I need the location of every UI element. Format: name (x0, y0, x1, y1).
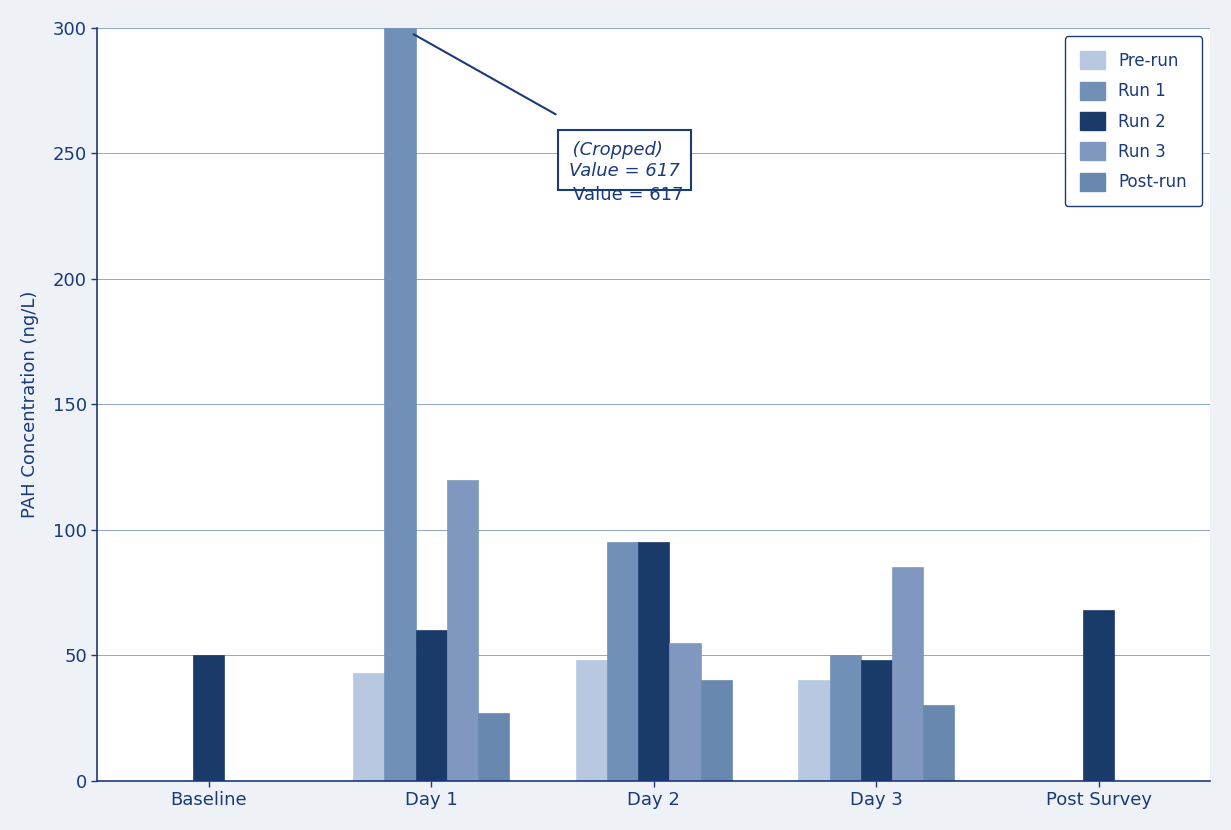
Bar (670, 642, 700, 781)
Text: (Cropped)
Value = 617: (Cropped) Value = 617 (569, 141, 680, 179)
Bar (416, 630, 447, 781)
Bar (447, 480, 478, 781)
Bar (799, 681, 830, 781)
Bar (607, 542, 638, 781)
Bar (193, 655, 224, 781)
Y-axis label: PAH Concentration (ng/L): PAH Concentration (ng/L) (21, 290, 39, 518)
Bar (353, 673, 384, 781)
Bar (1083, 610, 1114, 781)
Legend: Pre-run, Run 1, Run 2, Run 3, Post-run: Pre-run, Run 1, Run 2, Run 3, Post-run (1065, 37, 1201, 206)
Bar (923, 706, 954, 781)
Bar (892, 568, 923, 781)
Bar (384, 28, 416, 781)
Bar (860, 661, 892, 781)
Text: Value = 617: Value = 617 (572, 186, 683, 204)
Bar (478, 713, 510, 781)
Bar (830, 655, 860, 781)
Bar (700, 681, 731, 781)
Bar (638, 542, 670, 781)
Bar (576, 661, 607, 781)
